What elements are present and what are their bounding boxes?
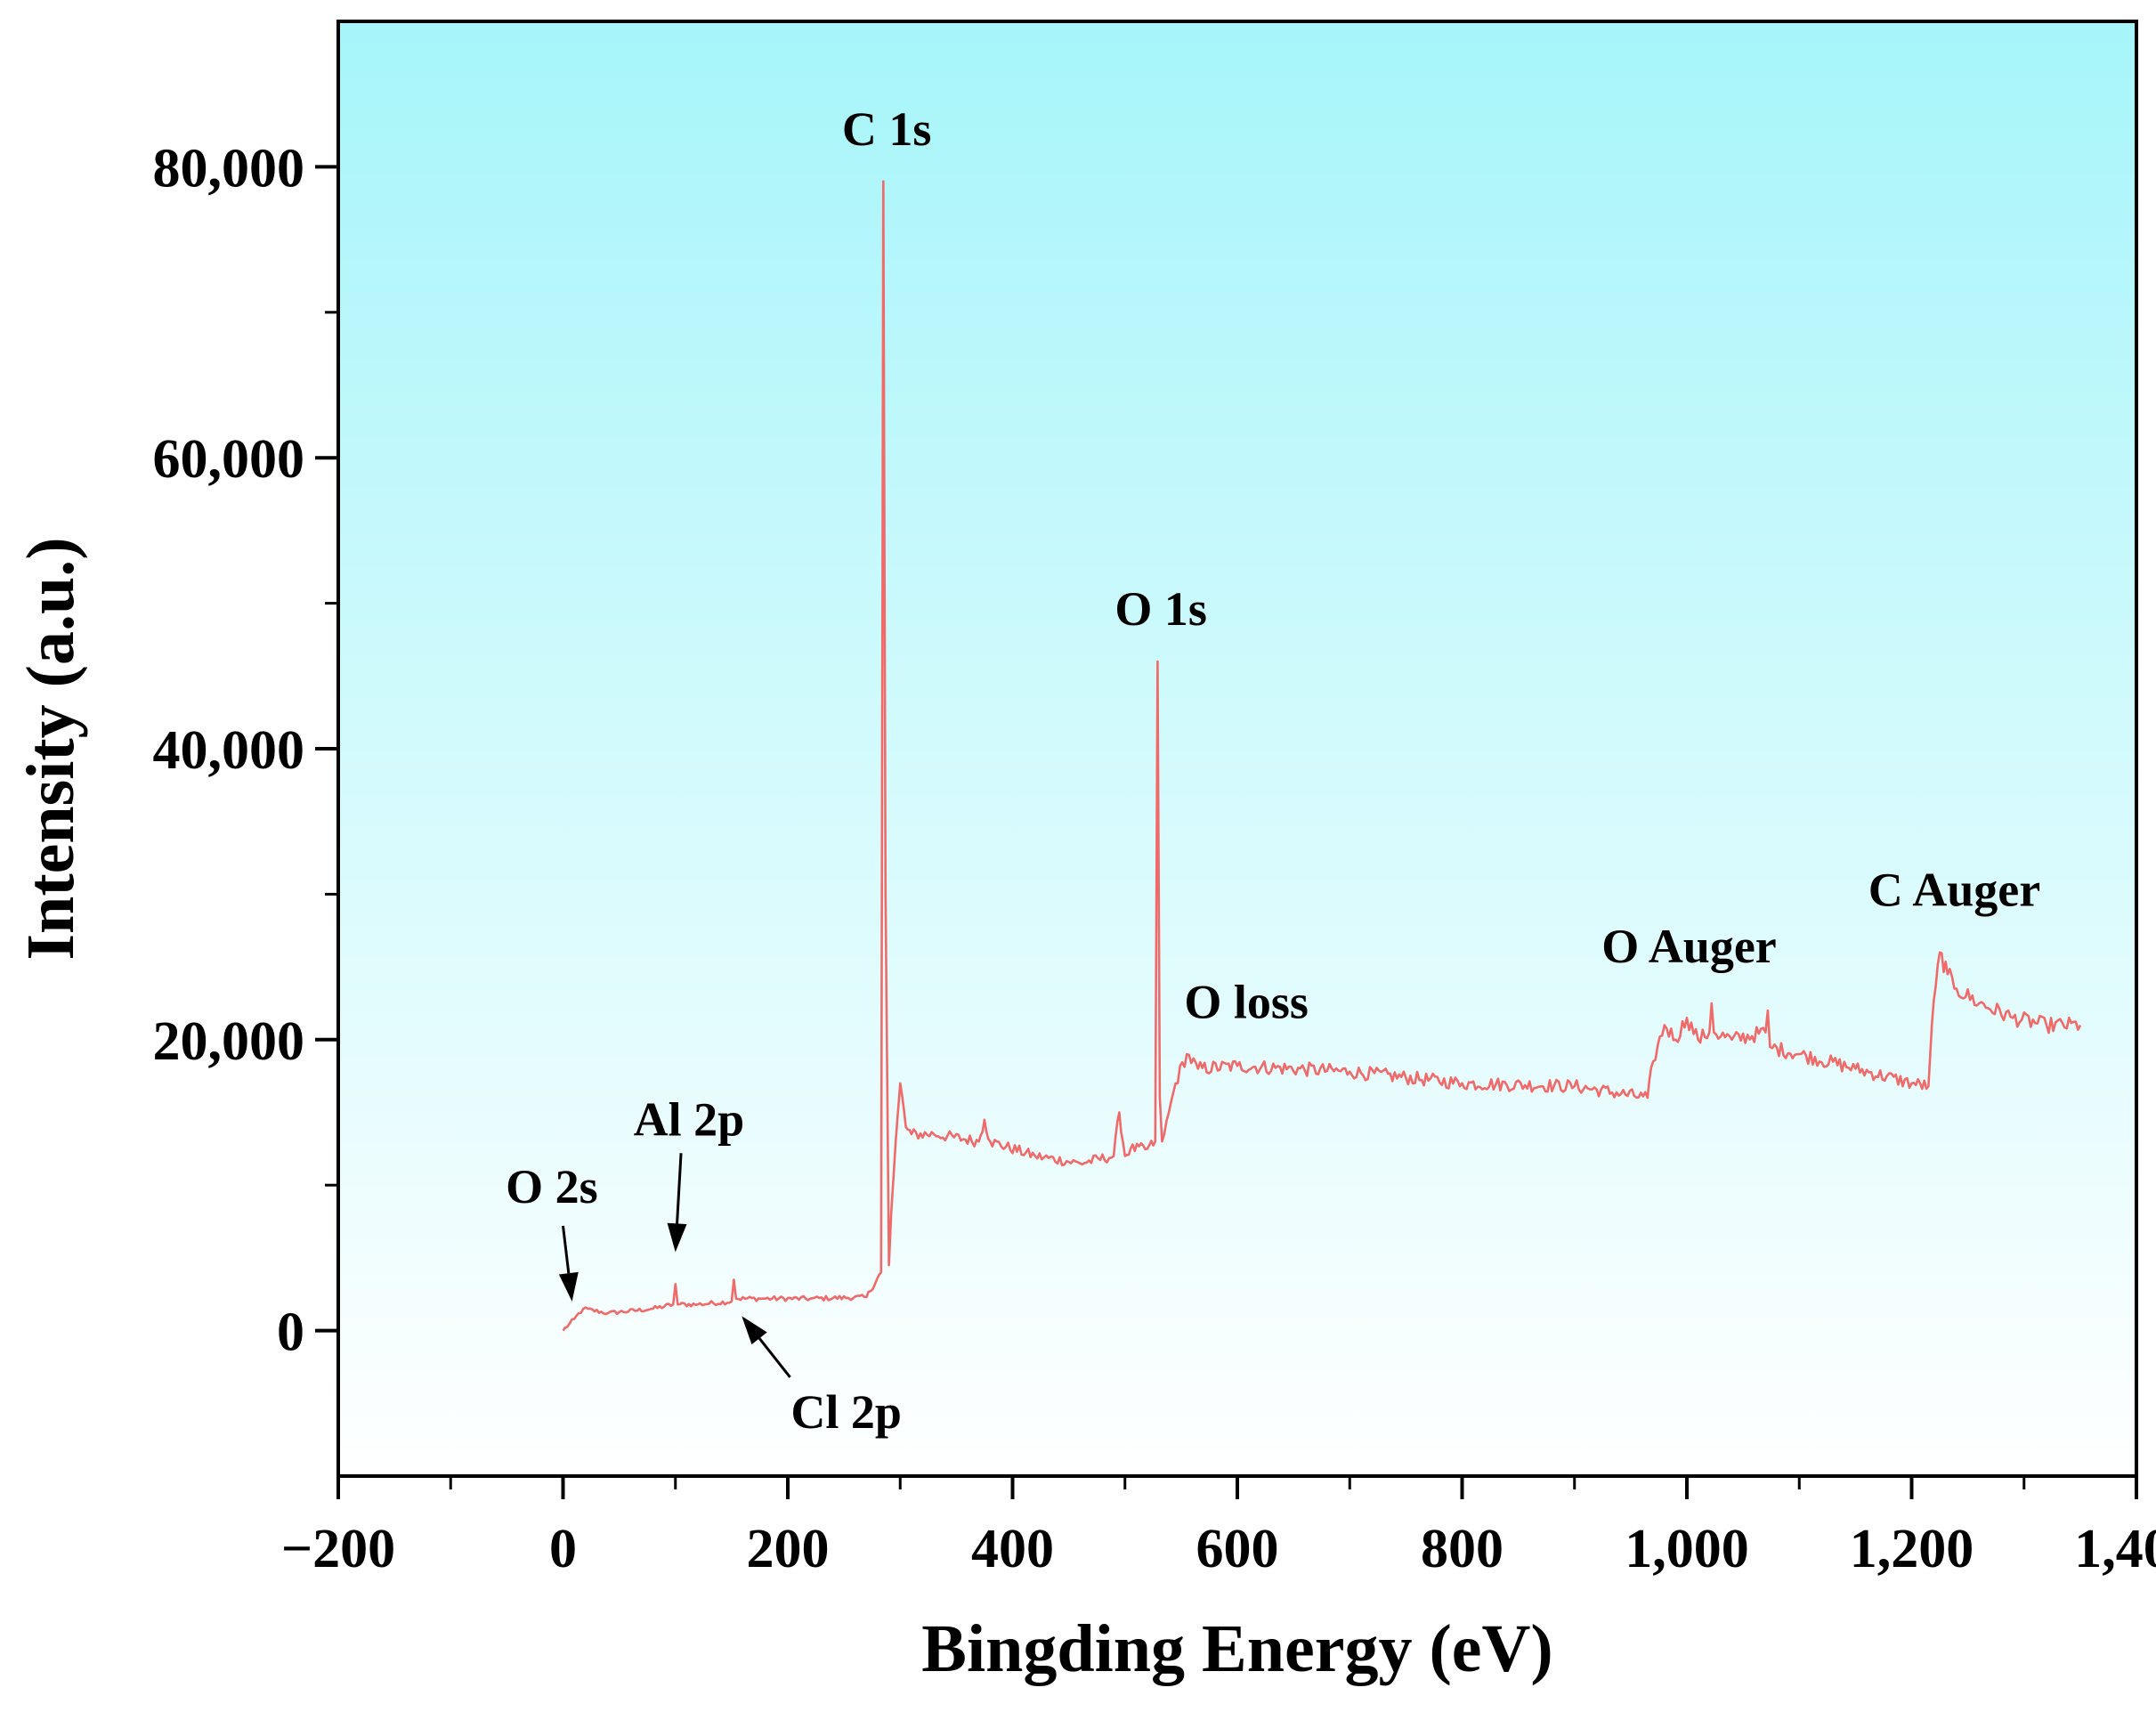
- annotation-layer: C 1s O 1s O loss O Auger C Auger Al 2p O 2s Cl …: [506, 102, 2040, 1439]
- peak-label: O loss: [1184, 975, 1309, 1028]
- y-axis-label: Intensity (a.u.): [13, 537, 88, 960]
- series-line: [562, 180, 2082, 1332]
- y-tick-label: 60,000: [153, 429, 305, 490]
- tick-layer: −200 0 200 400 600 800 1,000 1,200 1,400 0 20,000 4…: [153, 138, 2156, 1579]
- y-tick-label: 80,000: [153, 138, 305, 199]
- peak-label: O 1s: [1114, 582, 1207, 636]
- y-tick-label: 0: [277, 1302, 304, 1363]
- arrow-shaft: [676, 1153, 683, 1224]
- x-axis-label: Bingding Energy (eV): [921, 1611, 1552, 1686]
- peak-label: O 2s: [506, 1160, 598, 1213]
- peak-label: C Auger: [1868, 863, 2040, 916]
- y-tick-label: 40,000: [153, 720, 305, 781]
- x-tick-label: 0: [549, 1519, 577, 1579]
- plot-background: [338, 21, 2136, 1476]
- arrow-head: [667, 1222, 687, 1253]
- peak-label: Al 2p: [634, 1093, 745, 1147]
- series-layer: [562, 180, 2082, 1332]
- x-tick-label: 1,000: [1625, 1519, 1749, 1579]
- x-tick-label: −200: [281, 1519, 395, 1579]
- peak-label: O Auger: [1601, 920, 1777, 973]
- arrow-shaft: [758, 1337, 791, 1378]
- arrow-head: [558, 1271, 579, 1302]
- x-tick-label: 1,400: [2074, 1519, 2156, 1579]
- x-tick-label: 600: [1196, 1519, 1279, 1579]
- x-tick-label: 400: [971, 1519, 1054, 1579]
- x-tick-label: 200: [747, 1519, 830, 1579]
- x-tick-label: 1,200: [1850, 1519, 1974, 1579]
- x-tick-label: 800: [1421, 1519, 1504, 1579]
- arrow-shaft: [562, 1225, 571, 1274]
- y-tick-label: 20,000: [153, 1011, 305, 1072]
- peak-label: Cl 2p: [790, 1385, 902, 1439]
- peak-label: C 1s: [842, 102, 932, 156]
- arrow-head: [742, 1316, 767, 1345]
